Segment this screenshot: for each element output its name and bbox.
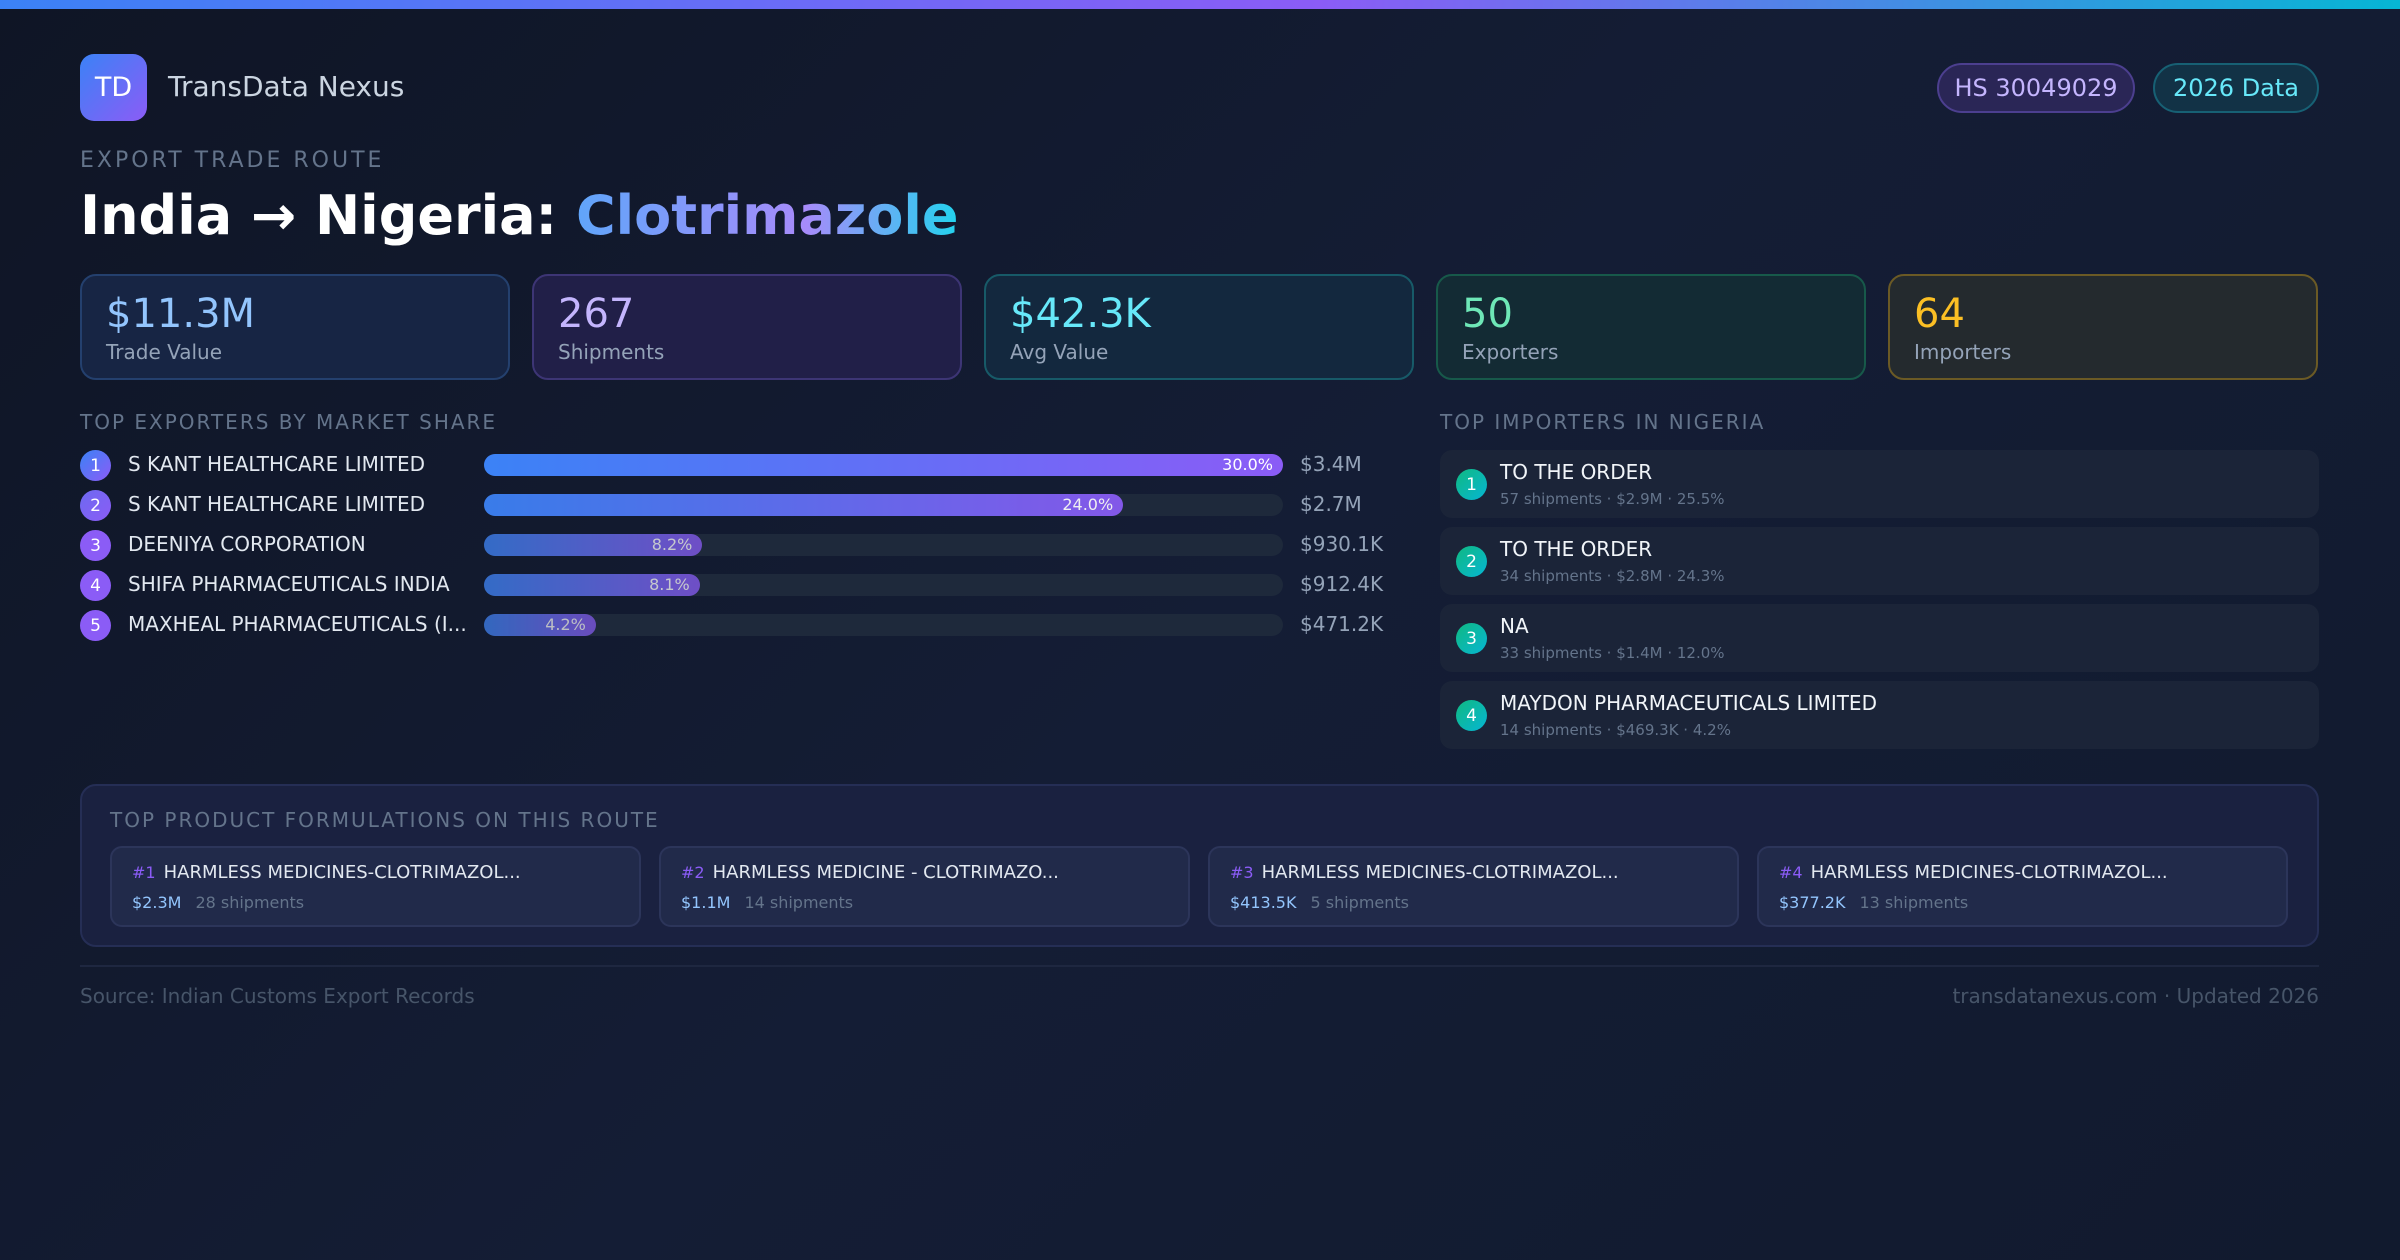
rank-badge: 3 [1456,623,1487,654]
importer-details: 57 shipments · $2.9M · 25.5% [1500,490,1725,508]
formulation-shipments: 28 shipments [195,893,305,912]
share-bar-track: 30.0% [484,454,1283,476]
rank-badge: 3 [80,530,111,561]
importer-details: 14 shipments · $469.3K · 4.2% [1500,721,1731,739]
formulation-name: HARMLESS MEDICINE - CLOTRIMAZO... [712,862,1059,883]
page-eyebrow: EXPORT TRADE ROUTE [80,148,385,173]
exporter-row[interactable]: 1 S KANT HEALTHCARE LIMITED 30.0% $3.4M [80,449,1380,481]
importer-card[interactable]: 3 NA 33 shipments · $1.4M · 12.0% [1440,604,2319,672]
exporter-row[interactable]: 3 DEENIYA CORPORATION 8.2% $930.1K [80,529,1384,561]
formulation-shipments: 14 shipments [744,893,854,912]
exporter-value: $471.2K [1300,612,1384,636]
stat-card-importers: 64 Importers [1888,274,2318,380]
formulation-rank: #4 [1779,863,1803,882]
stat-label: Shipments [558,340,665,364]
rank-badge: 2 [80,490,111,521]
exporter-name: SHIFA PHARMACEUTICALS INDIA [128,572,450,596]
formulations-panel: TOP PRODUCT FORMULATIONS ON THIS ROUTE #… [80,784,2319,947]
importer-name: MAYDON PHARMACEUTICALS LIMITED [1500,691,1877,715]
exporter-name: S KANT HEALTHCARE LIMITED [128,492,426,516]
share-bar-track: 8.1% [484,574,1283,596]
rank-badge: 5 [80,610,111,641]
stat-card-shipments: 267 Shipments [532,274,962,380]
exporter-value: $912.4K [1300,572,1384,596]
formulations-heading: TOP PRODUCT FORMULATIONS ON THIS ROUTE [110,808,660,832]
stat-card-trade-value: $11.3M Trade Value [80,274,510,380]
formulation-rank: #2 [681,863,705,882]
share-bar-track: 4.2% [484,614,1283,636]
share-bar-track: 24.0% [484,494,1283,516]
formulation-rank: #1 [132,863,156,882]
share-bar-track: 8.2% [484,534,1283,556]
stat-label: Importers [1914,340,2012,364]
importer-name: TO THE ORDER [1500,460,1653,484]
stat-value: 267 [558,291,635,337]
formulation-value: $377.2K [1779,893,1846,912]
stat-label: Trade Value [106,340,223,364]
formulation-value: $413.5K [1230,893,1297,912]
exporter-value: $2.7M [1300,492,1362,516]
exporter-row[interactable]: 5 MAXHEAL PHARMACEUTICALS (I... 4.2% $471.2… [80,609,1384,641]
stat-value: 64 [1914,291,1965,337]
share-bar-fill: 30.0% [484,454,1283,476]
stat-value: $11.3M [106,291,256,337]
exporter-name: S KANT HEALTHCARE LIMITED [128,452,426,476]
product-name: Clotrimazole [575,184,959,247]
formulation-rank: #3 [1230,863,1254,882]
stat-card-avg-value: $42.3K Avg Value [984,274,1414,380]
footer-source: Source: Indian Customs Export Records [80,984,475,1008]
importer-name: TO THE ORDER [1500,537,1653,561]
exporter-name: MAXHEAL PHARMACEUTICALS (I... [128,612,467,636]
page-title: India → Nigeria: Clotrimazole [80,184,959,247]
formulation-name: HARMLESS MEDICINES-CLOTRIMAZOL... [1810,862,2168,883]
route-text: India → Nigeria: [80,184,576,247]
data-year-badge: 2026 Data [2153,63,2319,113]
exporter-row[interactable]: 2 S KANT HEALTHCARE LIMITED 24.0% $2.7M [80,489,1380,521]
exporter-name: DEENIYA CORPORATION [128,532,366,556]
formulation-card[interactable]: #4 HARMLESS MEDICINES-CLOTRIMAZOL... $377.… [1757,846,2288,927]
importers-heading: TOP IMPORTERS IN NIGERIA [1440,410,1766,434]
formulation-shipments: 5 shipments [1310,893,1410,912]
stat-value: 50 [1462,291,1513,337]
formulation-card[interactable]: #1 HARMLESS MEDICINES-CLOTRIMAZOL... $2.3M… [110,846,641,927]
formulation-value: $1.1M [681,893,731,912]
share-bar-fill: 24.0% [484,494,1124,516]
rank-badge: 1 [1456,469,1487,500]
formulation-name: HARMLESS MEDICINES-CLOTRIMAZOL... [1261,862,1619,883]
stat-value: $42.3K [1010,291,1151,337]
rank-badge: 4 [1456,700,1487,731]
footer-site: transdatanexus.com · Updated 2026 [1952,984,2319,1008]
stat-label: Exporters [1462,340,1559,364]
brand-name: TransData Nexus [168,70,405,103]
rank-badge: 4 [80,570,111,601]
share-bar-fill: 4.2% [484,614,596,636]
importer-card[interactable]: 4 MAYDON PHARMACEUTICALS LIMITED 14 shipme… [1440,681,2319,749]
importer-name: NA [1500,614,1529,638]
share-bar-fill: 8.1% [484,574,700,596]
formulation-value: $2.3M [132,893,182,912]
brand-logo: TD [80,54,147,121]
stat-card-exporters: 50 Exporters [1436,274,1866,380]
importer-card[interactable]: 2 TO THE ORDER 34 shipments · $2.8M · 24.3… [1440,527,2319,595]
importer-details: 34 shipments · $2.8M · 24.3% [1500,567,1725,585]
footer-divider [80,965,2319,967]
formulation-card[interactable]: #2 HARMLESS MEDICINE - CLOTRIMAZO... $1.1M… [659,846,1190,927]
formulation-card[interactable]: #3 HARMLESS MEDICINES-CLOTRIMAZOL... $413.… [1208,846,1739,927]
importer-details: 33 shipments · $1.4M · 12.0% [1500,644,1725,662]
rank-badge: 2 [1456,546,1487,577]
rank-badge: 1 [80,450,111,481]
share-bar-fill: 8.2% [484,534,703,556]
exporter-value: $930.1K [1300,532,1384,556]
exporter-row[interactable]: 4 SHIFA PHARMACEUTICALS INDIA 8.1% $912.4K [80,569,1384,601]
exporters-heading: TOP EXPORTERS BY MARKET SHARE [80,410,498,434]
exporter-value: $3.4M [1300,452,1362,476]
formulation-shipments: 13 shipments [1859,893,1969,912]
importer-card[interactable]: 1 TO THE ORDER 57 shipments · $2.9M · 25.5… [1440,450,2319,518]
stat-label: Avg Value [1010,340,1109,364]
formulation-name: HARMLESS MEDICINES-CLOTRIMAZOL... [163,862,521,883]
hs-code-badge: HS 30049029 [1937,63,2135,113]
top-accent-bar [0,0,2400,9]
